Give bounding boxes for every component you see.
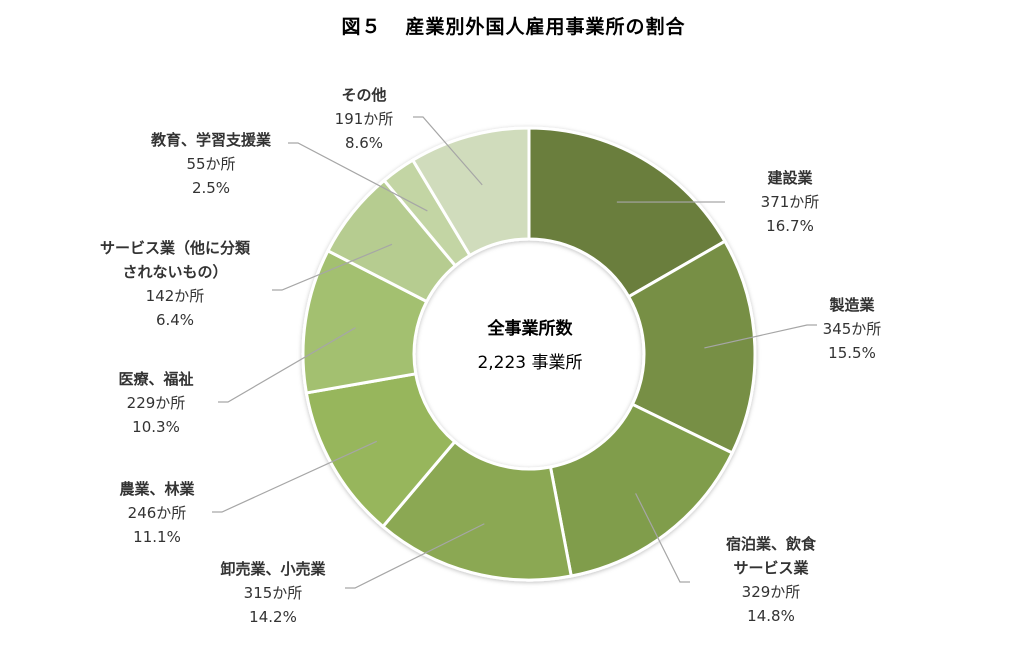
donut-slice [548,402,735,578]
label-education: 教育、学習支援業 55か所 2.5% [150,131,272,197]
leader-line [272,243,393,291]
chart-title: 図５ 産業別外国人雇用事業所の割合 [0,12,1027,39]
donut-slices [301,126,757,582]
total-value: 2,223 事業所 [477,353,583,373]
total-label: 全事業所数 [487,319,573,339]
label-medical-welfare: 医療、福祉 229か所 10.3% [118,370,194,436]
label-accommodation-food: 宿泊業、飲食 サービス業 329か所 14.8% [725,535,817,625]
label-other-services: サービス業（他に分類 されないもの） 142か所 6.4% [99,239,251,329]
leader-line [218,327,356,403]
donut-center-total: 全事業所数 2,223 事業所 [430,318,630,374]
label-other: その他 191か所 8.6% [334,86,394,152]
figure-number: 図５ [341,16,382,38]
donut-slice [527,126,727,299]
leader-line [345,523,485,589]
leader-lines [212,116,817,589]
label-construction: 建設業 371か所 16.7% [760,169,820,235]
leader-line [212,440,378,513]
donut-slice [380,439,573,582]
leader-line [413,116,483,186]
leader-line [704,324,817,349]
donut-slice [410,126,531,258]
donut-slice [626,239,757,455]
label-agriculture-forestry: 農業、林業 246か所 11.1% [119,480,195,546]
leader-line [635,493,690,583]
figure-title-text: 産業別外国人雇用事業所の割合 [405,16,686,38]
label-manufacturing: 製造業 345か所 15.5% [822,296,882,362]
label-wholesale-retail: 卸売業、小売業 315か所 14.2% [220,560,326,626]
leader-line [288,142,428,212]
